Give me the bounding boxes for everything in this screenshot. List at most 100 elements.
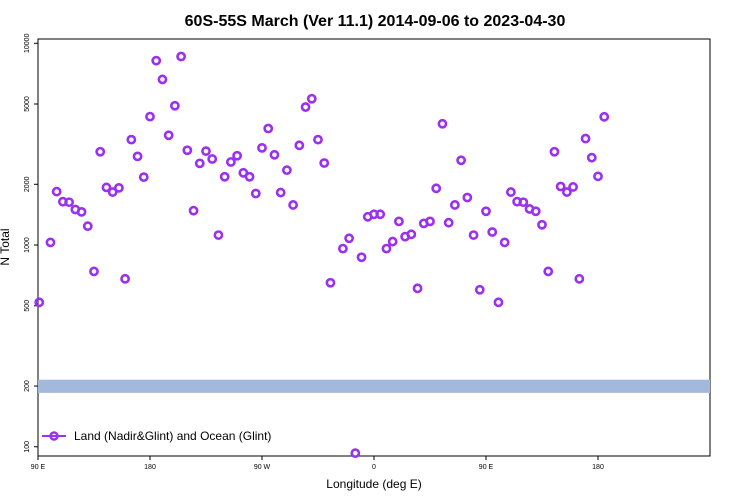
data-point: [225, 157, 236, 167]
data-point: [182, 145, 193, 156]
data-point: [412, 283, 423, 294]
data-point: [101, 182, 112, 193]
data-point: [138, 172, 149, 183]
data-point: [263, 123, 274, 134]
reference-band: [38, 379, 710, 393]
y-tick-label: 2000: [24, 176, 31, 192]
data-point: [126, 134, 137, 145]
data-point: [294, 140, 305, 151]
data-point: [169, 100, 180, 111]
data-points: [34, 51, 610, 459]
x-axis-label: Longitude (deg E): [326, 477, 421, 491]
data-point: [493, 297, 504, 308]
legend-label: Land (Nadir&Glint) and Ocean (Glint): [74, 429, 271, 443]
data-point: [537, 219, 547, 230]
data-point: [151, 55, 162, 66]
data-point: [580, 133, 591, 144]
data-point: [462, 192, 473, 203]
y-tick-label: 100: [24, 441, 31, 453]
data-point: [107, 187, 118, 197]
data-point: [281, 165, 292, 176]
data-point: [132, 151, 143, 162]
data-point: [356, 252, 367, 263]
x-tick-label: 90 W: [254, 464, 271, 471]
data-point: [555, 181, 566, 192]
data-point: [244, 171, 255, 182]
legend-marker: [49, 431, 59, 441]
data-point: [319, 158, 330, 168]
data-point: [530, 206, 541, 217]
data-point: [157, 74, 168, 85]
y-tick-label: 10000: [24, 33, 31, 53]
y-tick-label: 200: [24, 380, 31, 392]
data-point: [350, 448, 361, 459]
data-point: [499, 237, 510, 248]
data-point: [257, 142, 267, 153]
data-point: [549, 146, 560, 157]
data-point: [176, 51, 187, 62]
data-point: [76, 206, 87, 217]
data-point: [201, 146, 211, 157]
data-point: [163, 130, 174, 141]
data-point: [45, 237, 56, 248]
y-axis-label: N Total: [0, 228, 12, 265]
data-point: [313, 134, 323, 145]
data-point: [95, 146, 106, 157]
data-point: [269, 149, 280, 160]
data-point: [481, 206, 491, 217]
data-point: [425, 216, 435, 227]
data-point: [543, 266, 554, 277]
data-point: [337, 243, 348, 254]
x-tick-label: 90 E: [479, 464, 494, 471]
x-tick-label: 180: [144, 464, 156, 471]
data-point: [213, 230, 224, 240]
data-point: [505, 187, 516, 197]
data-point: [406, 229, 417, 240]
data-point: [593, 171, 603, 182]
data-point: [375, 209, 386, 220]
data-point: [300, 102, 311, 112]
data-point: [82, 221, 93, 232]
y-tick-label: 5000: [24, 96, 31, 112]
data-point: [250, 188, 261, 199]
y-tick-label: 500: [24, 300, 31, 312]
x-axis: 90 E 180 90 W 0 90 E 180: [31, 456, 604, 471]
data-point: [275, 187, 286, 198]
reference-band-layer: [38, 379, 710, 393]
data-point: [306, 93, 317, 104]
data-point: [145, 111, 155, 122]
chart-title: 60S-55S March (Ver 11.1) 2014-09-06 to 2…: [185, 13, 566, 30]
data-point: [325, 277, 336, 288]
data-point: [456, 155, 467, 166]
data-point: [219, 171, 230, 182]
data-point: [518, 197, 529, 208]
data-point: [207, 154, 218, 164]
plot-frame: [37, 38, 711, 457]
data-point: [113, 182, 124, 193]
data-point: [344, 233, 355, 244]
data-point: [487, 227, 498, 237]
data-point: [34, 297, 45, 308]
data-point: [437, 118, 448, 129]
data-point: [574, 273, 585, 284]
data-point: [586, 152, 597, 163]
data-point: [599, 111, 610, 122]
data-point: [232, 150, 243, 161]
y-axis: 100 200 500 1000 2000 5000 10000: [24, 33, 38, 453]
data-point: [568, 182, 579, 192]
x-tick-label: 90 E: [31, 464, 46, 471]
data-point: [443, 217, 454, 228]
data-point: [288, 200, 299, 210]
data-point: [194, 158, 205, 169]
data-point: [89, 266, 99, 277]
data-point: [120, 273, 131, 284]
data-point: [393, 216, 404, 227]
x-tick-label: 180: [592, 464, 604, 471]
data-point: [64, 197, 75, 208]
data-point: [431, 183, 442, 194]
x-tick-label: 0: [372, 464, 376, 471]
data-point: [188, 205, 199, 216]
data-point: [561, 187, 572, 197]
y-tick-label: 1000: [24, 237, 31, 253]
